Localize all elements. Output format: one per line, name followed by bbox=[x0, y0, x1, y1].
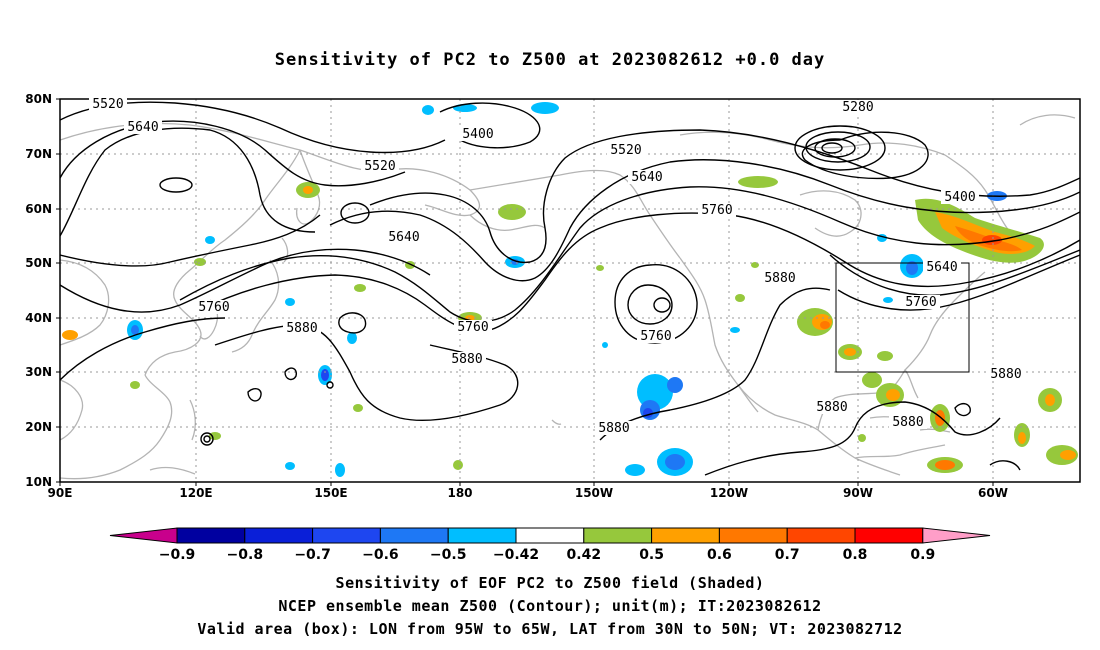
colorbar-label: 0.6 bbox=[707, 547, 732, 563]
contour-label: 5520 bbox=[610, 143, 641, 158]
graticule bbox=[60, 99, 1080, 482]
colorbar-segment bbox=[786, 527, 856, 544]
lon-tick-label: 120E bbox=[179, 486, 212, 500]
contour-label: 5880 bbox=[451, 352, 482, 367]
lon-tick-label: 180 bbox=[447, 486, 472, 500]
lon-tick-label: 90E bbox=[48, 486, 73, 500]
contour-label-bg bbox=[89, 97, 127, 111]
lat-tick-label: 60N bbox=[25, 202, 52, 216]
contour-label: 5520 bbox=[364, 159, 395, 174]
contour-label-bg bbox=[839, 100, 877, 114]
contour-label-bg bbox=[454, 320, 492, 334]
contour-label: 5880 bbox=[990, 367, 1021, 382]
lon-tick-label: 150E bbox=[314, 486, 347, 500]
contour-label: 5640 bbox=[926, 260, 957, 275]
map-frame bbox=[59, 98, 1081, 483]
lon-tick-label: 60W bbox=[978, 486, 1008, 500]
lat-tick-label: 30N bbox=[25, 365, 52, 379]
valid-area-box bbox=[835, 262, 970, 373]
colorbar-segment bbox=[176, 527, 246, 544]
z500-contours bbox=[60, 101, 1080, 476]
contour-label-bg bbox=[124, 120, 162, 134]
lat-tick-label: 50N bbox=[25, 256, 52, 270]
contour-label: 5760 bbox=[198, 300, 229, 315]
contour-label: 5640 bbox=[127, 120, 158, 135]
colorbar-over-triangle bbox=[922, 527, 991, 544]
colorbar-label: −0.9 bbox=[159, 547, 196, 563]
lon-tick-label: 150W bbox=[575, 486, 613, 500]
contour-label: 5640 bbox=[388, 230, 419, 245]
contour-label-bg bbox=[889, 415, 927, 429]
colorbar-label: 0.7 bbox=[775, 547, 800, 563]
colorbar-label: −0.7 bbox=[294, 547, 331, 563]
colorbar-segment bbox=[244, 527, 314, 544]
contour-label: 5520 bbox=[92, 97, 123, 112]
colorbar-label: 0.42 bbox=[567, 547, 602, 563]
contour-label: 5760 bbox=[640, 329, 671, 344]
contour-label-bg bbox=[361, 159, 399, 173]
lat-tick-label: 40N bbox=[25, 311, 52, 325]
contour-label: 5760 bbox=[905, 295, 936, 310]
colorbar-under-triangle bbox=[109, 527, 178, 544]
contour-label: 5880 bbox=[598, 421, 629, 436]
contour-label: 5280 bbox=[842, 100, 873, 115]
colorbar-label: −0.42 bbox=[493, 547, 539, 563]
lat-tick-label: 10N bbox=[25, 475, 52, 489]
contour-label-bg bbox=[761, 271, 799, 285]
longitude-labels: 90E 120E 150E 180 150W 120W 90W 60W bbox=[48, 482, 1008, 500]
colorbar-label: 0.9 bbox=[910, 547, 935, 563]
contour-label: 5760 bbox=[457, 320, 488, 335]
latitude-labels: 80N 70N 60N 50N 40N 30N 20N 10N bbox=[25, 92, 60, 489]
colorbar-segment bbox=[379, 527, 449, 544]
colorbar-segment bbox=[718, 527, 788, 544]
map-title: Sensitivity of PC2 to Z500 at 2023082612… bbox=[274, 50, 826, 70]
colorbar-label: 0.8 bbox=[843, 547, 868, 563]
contour-label-bg bbox=[941, 190, 979, 204]
contour-label-bg bbox=[385, 230, 423, 244]
contour-label-bg bbox=[459, 127, 497, 141]
contour-label: 5880 bbox=[286, 321, 317, 336]
contour-label-bg bbox=[902, 295, 940, 309]
colorbar-label: −0.6 bbox=[362, 547, 399, 563]
colorbar-segment bbox=[447, 527, 517, 544]
lat-tick-label: 80N bbox=[25, 92, 52, 106]
contour-label-bg bbox=[813, 400, 851, 414]
lon-tick-label: 90W bbox=[843, 486, 873, 500]
lat-tick-label: 20N bbox=[25, 420, 52, 434]
contour-label-bg bbox=[607, 143, 645, 157]
contour-label: 5880 bbox=[816, 400, 847, 415]
colorbar-segment bbox=[312, 527, 381, 544]
contour-label: 5640 bbox=[631, 170, 662, 185]
colorbar-segment bbox=[515, 527, 585, 544]
lat-tick-label: 70N bbox=[25, 147, 52, 161]
contour-labels: 5520 5640 5400 5520 5280 5520 5640 5760 5400 5640… bbox=[89, 97, 1025, 436]
contour-label-bg bbox=[195, 300, 233, 314]
contour-label-bg bbox=[698, 203, 736, 217]
lon-tick-label: 120W bbox=[710, 486, 748, 500]
contour-label-bg bbox=[923, 260, 961, 274]
colorbar-segment bbox=[651, 527, 720, 544]
colorbar-segment bbox=[583, 527, 653, 544]
caption-valid-area: Valid area (box): LON from 95W to 65W, L… bbox=[197, 620, 903, 638]
contour-label-bg bbox=[448, 352, 486, 366]
contour-label: 5880 bbox=[892, 415, 923, 430]
contour-label: 5880 bbox=[764, 271, 795, 286]
contour-label: 5400 bbox=[462, 127, 493, 142]
contour-label: 5400 bbox=[944, 190, 975, 205]
contour-label-bg bbox=[283, 321, 321, 335]
caption-shading: Sensitivity of EOF PC2 to Z500 field (Sh… bbox=[335, 574, 765, 592]
colorbar-label: 0.5 bbox=[639, 547, 664, 563]
contour-label-bg bbox=[595, 421, 633, 435]
contour-label-bg bbox=[628, 170, 666, 184]
colorbar: −0.9 −0.8 −0.7 −0.6 −0.5 −0.42 0.42 0.5 0.6 0.7 0.… bbox=[109, 527, 991, 563]
contour-label-bg bbox=[637, 329, 675, 343]
colorbar-label: −0.8 bbox=[227, 547, 264, 563]
caption-contour: NCEP ensemble mean Z500 (Contour); unit(… bbox=[278, 597, 822, 615]
colorbar-label: −0.5 bbox=[430, 547, 467, 563]
contour-label-bg bbox=[987, 367, 1025, 381]
contour-label: 5760 bbox=[701, 203, 732, 218]
colorbar-segment bbox=[854, 527, 924, 544]
